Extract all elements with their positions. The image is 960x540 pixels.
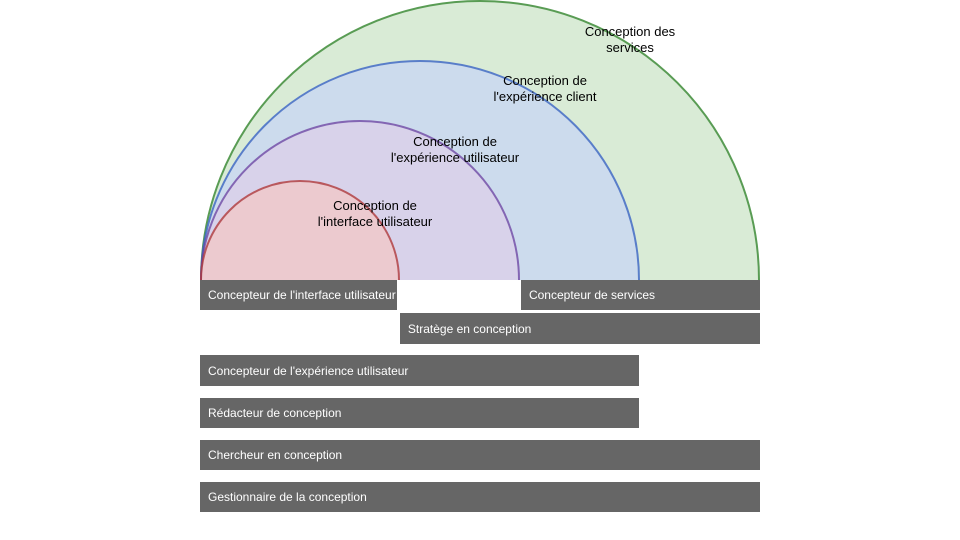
diagram-stage: Conception des servicesConception de l'e… — [0, 0, 960, 540]
role-cell: Concepteur de l'interface utilisateur — [200, 280, 397, 310]
role-matrix: Concepteur de l'interface utilisateur Con… — [200, 280, 760, 512]
matrix-row: Concepteur de l'interface utilisateur Con… — [200, 280, 760, 310]
empty-cell — [400, 280, 518, 310]
role-cell: Chercheur en conception — [200, 440, 760, 470]
matrix-row: Stratège en conception — [200, 313, 760, 343]
role-cell: Rédacteur de conception — [200, 398, 639, 428]
matrix-spacer — [200, 473, 760, 479]
empty-cell — [200, 313, 397, 343]
role-cell: Concepteur de services — [521, 280, 760, 310]
matrix-row: Chercheur en conception — [200, 440, 760, 470]
matrix-spacer — [200, 347, 760, 353]
matrix-spacer — [200, 431, 760, 437]
role-cell: Stratège en conception — [400, 313, 760, 343]
empty-cell — [642, 398, 760, 428]
matrix-row: Gestionnaire de la conception — [200, 482, 760, 512]
concentric-arcs: Conception des servicesConception de l'e… — [200, 0, 760, 280]
role-cell: Concepteur de l'expérience utilisateur — [200, 355, 639, 385]
role-cell: Gestionnaire de la conception — [200, 482, 760, 512]
matrix-row: Concepteur de l'expérience utilisateur — [200, 355, 760, 385]
matrix-row: Rédacteur de conception — [200, 398, 760, 428]
empty-cell — [642, 355, 760, 385]
matrix-spacer — [200, 389, 760, 395]
